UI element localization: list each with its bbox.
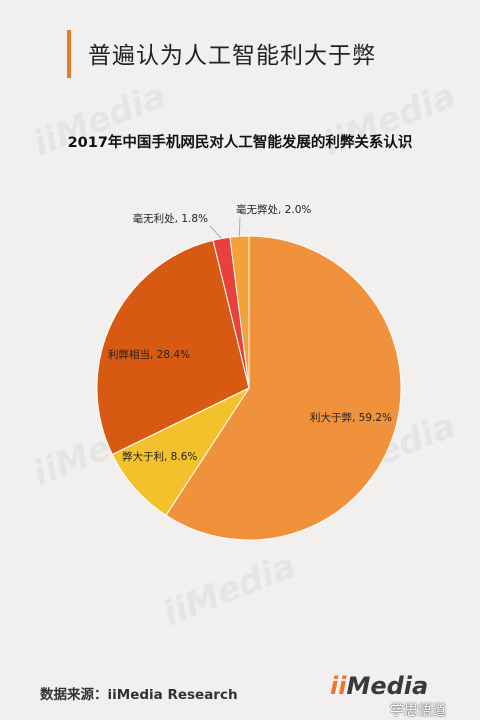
header: 普遍认为人工智能利大于弊 — [0, 0, 480, 100]
data-label-3: 毫无利处, 1.8% — [133, 212, 208, 225]
pie-slice-4 — [229, 235, 250, 389]
author-credit: 学思悟道 — [390, 703, 446, 719]
data-source: 数据来源：iiMedia Research — [40, 687, 238, 703]
leader-line-3 — [209, 225, 222, 239]
pie-slice-2 — [96, 239, 250, 456]
page-title: 普遍认为人工智能利大于弊 — [88, 43, 376, 69]
data-label-4: 毫无弊处, 2.0% — [236, 203, 311, 216]
data-label-1: 弊大于利, 8.6% — [122, 450, 197, 463]
data-label-2: 利弊相当, 28.4% — [108, 348, 190, 361]
leader-line-4 — [239, 216, 241, 237]
header-accent-bar — [67, 30, 71, 78]
pie-slice-0 — [165, 235, 402, 541]
iimedia-logo: iiMedia — [330, 672, 429, 700]
data-label-0: 利大于弊, 59.2% — [310, 411, 392, 424]
chart-title: 2017年中国手机网民对人工智能发展的利弊关系认识 — [67, 135, 413, 151]
